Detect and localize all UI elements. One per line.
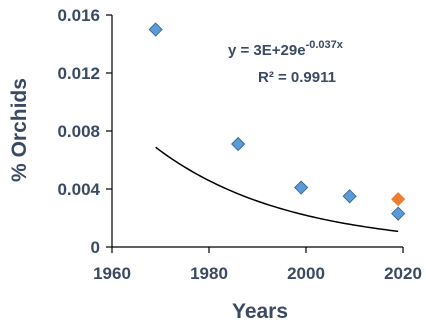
axes xyxy=(106,14,404,253)
trendline-equation-exponent: -0.037x xyxy=(306,39,344,51)
data-point xyxy=(342,189,357,204)
data-points xyxy=(148,22,406,221)
r-squared-label: R² = 0.9911 xyxy=(258,69,336,86)
data-point xyxy=(231,136,246,152)
tick-labels: 1960 1980 2000 2020 0 0.004 0.008 0.012 0.016 xyxy=(57,6,421,283)
data-point xyxy=(294,180,309,195)
x-axis-title: Years xyxy=(232,300,288,323)
y-tick-label: 0.008 xyxy=(57,122,100,141)
x-tick-label: 1960 xyxy=(93,264,131,283)
y-axis-title: % Orchids xyxy=(8,78,31,182)
data-point xyxy=(391,206,406,221)
trendline-curve xyxy=(155,146,399,233)
data-point xyxy=(148,22,163,37)
x-tick-label: 1980 xyxy=(190,264,228,283)
highlight-data-point xyxy=(391,192,406,207)
x-tick-label: 2020 xyxy=(384,264,422,283)
y-tick-label: 0 xyxy=(91,238,100,257)
y-tick-label: 0.012 xyxy=(57,64,100,83)
y-tick-label: 0.016 xyxy=(57,6,100,25)
trendline-equation: y = 3E+29e-0.037x xyxy=(228,39,344,59)
y-tick-label: 0.004 xyxy=(57,180,100,199)
trendline xyxy=(155,146,399,233)
x-tick-label: 2000 xyxy=(287,264,325,283)
